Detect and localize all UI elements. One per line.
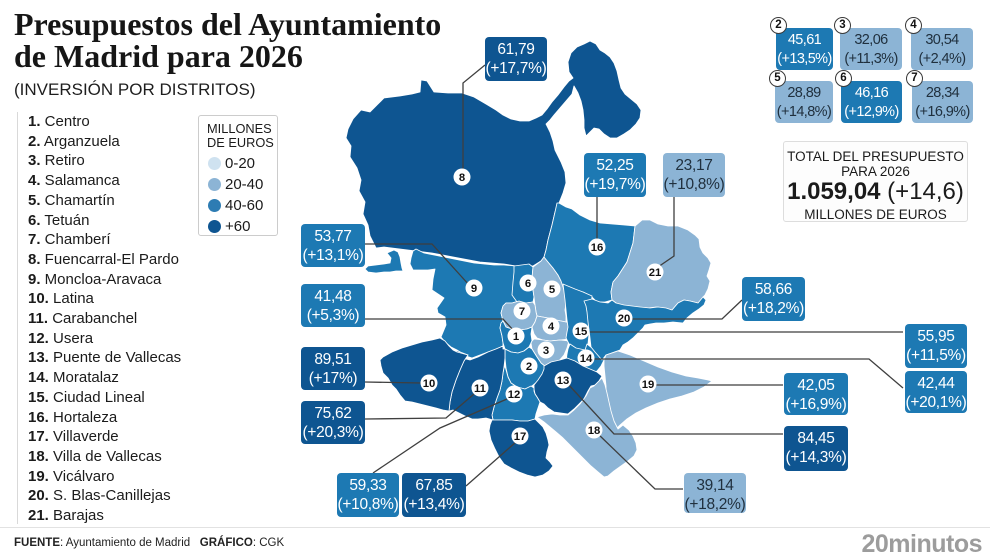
svg-text:21: 21 [649,267,662,279]
svg-text:19: 19 [642,379,655,391]
svg-text:13: 13 [557,375,570,387]
svg-text:7: 7 [519,306,525,318]
svg-text:2: 2 [526,361,532,373]
svg-text:10: 10 [423,378,436,390]
svg-text:16: 16 [591,242,604,254]
svg-text:8: 8 [459,172,465,184]
svg-text:4: 4 [548,321,555,333]
svg-text:6: 6 [525,278,531,290]
svg-text:14: 14 [580,353,593,365]
svg-text:17: 17 [514,431,527,443]
svg-text:5: 5 [549,284,555,296]
svg-text:3: 3 [543,345,549,357]
svg-text:12: 12 [508,389,521,401]
svg-text:11: 11 [474,383,486,395]
svg-text:15: 15 [575,326,588,338]
svg-text:1: 1 [513,331,519,343]
svg-text:9: 9 [471,283,477,295]
svg-text:18: 18 [588,425,601,437]
svg-text:20: 20 [618,313,631,325]
